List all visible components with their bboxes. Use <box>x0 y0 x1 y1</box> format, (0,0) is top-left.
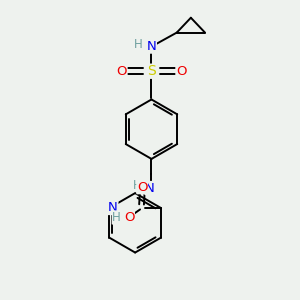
Text: H: H <box>112 211 121 224</box>
Text: N: N <box>145 182 155 194</box>
Text: O: O <box>116 65 127 78</box>
Text: O: O <box>137 181 147 194</box>
Text: O: O <box>176 65 187 78</box>
Text: O: O <box>124 211 134 224</box>
Text: N: N <box>147 40 156 53</box>
Text: H: H <box>134 38 142 51</box>
Text: N: N <box>108 202 118 214</box>
Text: H: H <box>133 178 142 192</box>
Text: S: S <box>147 64 156 78</box>
